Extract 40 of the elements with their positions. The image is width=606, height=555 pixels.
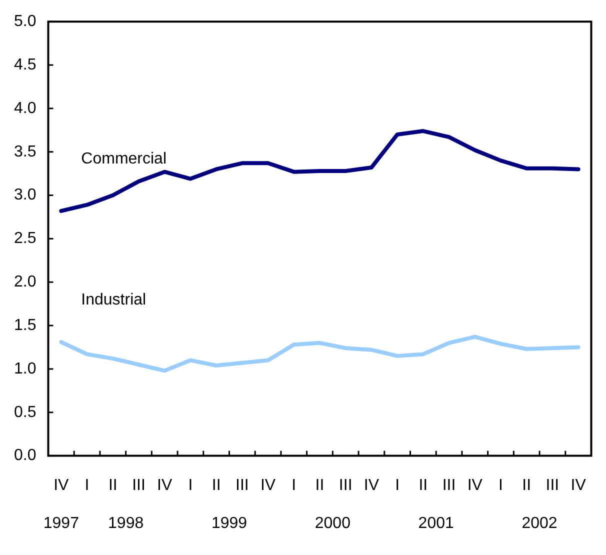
y-tick-label: 1.0 [14, 360, 36, 378]
text: 2002 [522, 515, 558, 532]
x-tick-label: I [188, 476, 193, 494]
x-tick-label: III [442, 476, 456, 494]
y-tick-label: 0.0 [14, 447, 36, 464]
x-tick-label: I [84, 476, 90, 494]
text: 2001 [418, 515, 454, 532]
x-tick-label: II [522, 476, 532, 494]
y-tick-label: 2.0 [14, 274, 36, 291]
y-tick-label: 4.0 [14, 100, 36, 117]
y-tick-label: 4.5 [14, 56, 36, 74]
x-tick-label: II [212, 476, 221, 494]
y-tick-label: 0.5 [14, 404, 36, 421]
x-tick-label: IV [157, 476, 172, 494]
x-tick-label: III [236, 476, 249, 494]
x-tick-label: I [292, 476, 296, 494]
text: 1997 [43, 515, 80, 532]
text: 1998 [108, 515, 144, 532]
x-tick-label: I [395, 476, 400, 494]
x-tick-label: III [132, 476, 146, 494]
x-tick-label: III [546, 476, 560, 494]
x-tick-label: IV [570, 476, 586, 494]
x-tick-label: IV [54, 476, 70, 494]
text: Industrial [81, 291, 146, 308]
x-tick-label: IV [260, 476, 276, 494]
y-tick-label: 3.5 [14, 143, 36, 160]
text: 2000 [314, 515, 351, 532]
y-tick-label: 3.0 [14, 186, 36, 204]
x-tick-label: II [418, 476, 428, 494]
x-tick-label: II [108, 476, 118, 494]
y-tick-label: 2.5 [14, 230, 36, 248]
y-tick-label: 5.0 [14, 13, 36, 30]
text: 1999 [211, 515, 248, 532]
x-tick-label: IV [467, 476, 483, 494]
x-tick-label: IV [364, 476, 380, 494]
y-tick-label: 1.5 [14, 316, 36, 334]
x-tick-label: III [338, 476, 352, 494]
series-label: Commercial [81, 150, 167, 168]
x-tick-label: II [315, 476, 324, 494]
x-tick-label: I [498, 476, 503, 494]
